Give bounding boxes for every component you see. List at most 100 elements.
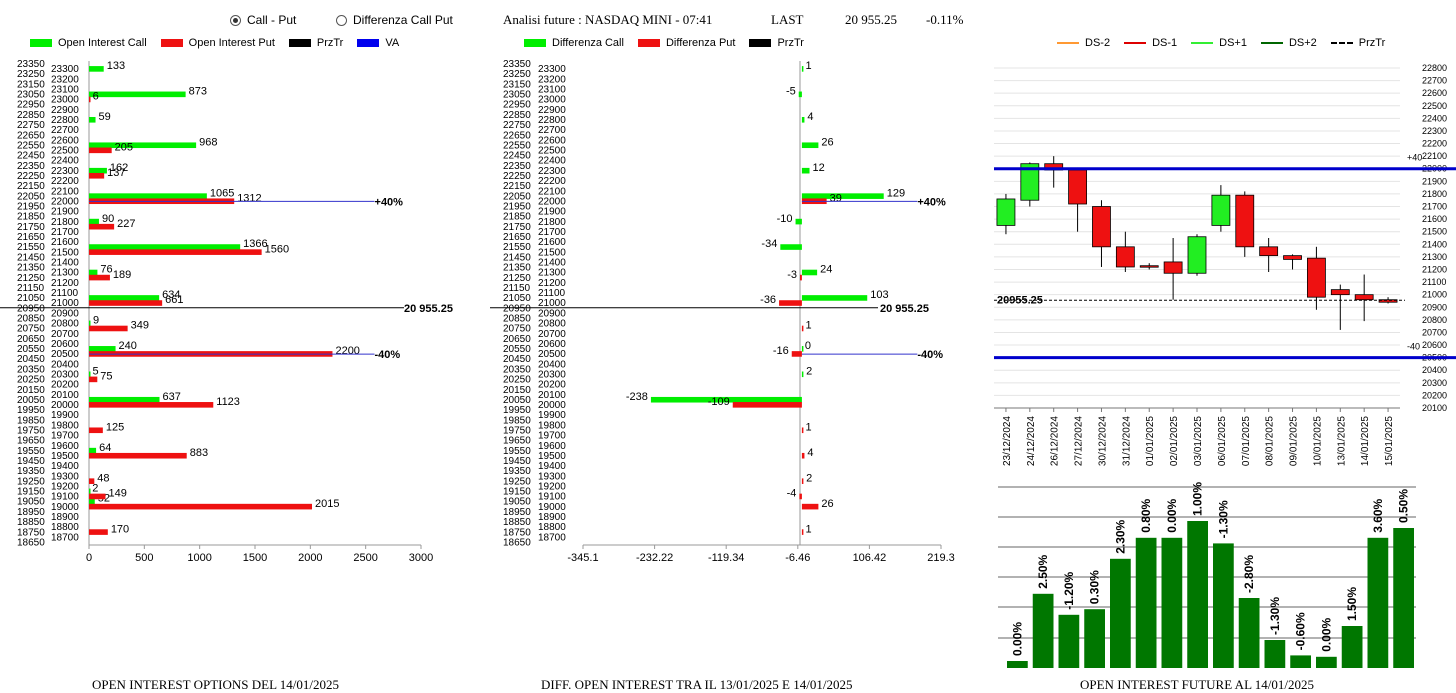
put-bar <box>89 300 163 306</box>
strike-tick-label: 20950 <box>17 303 45 314</box>
legend-label: Differenza Put <box>665 37 736 49</box>
strike-tick-label: 23150 <box>17 79 45 90</box>
legend-item: DS-2 <box>1057 37 1110 49</box>
future-bar <box>1084 609 1105 668</box>
va-level-label: -40% <box>375 349 401 361</box>
call-bar <box>89 371 91 378</box>
strike-tick-label: 22150 <box>17 181 45 192</box>
put-bar <box>779 300 802 306</box>
legend-label: Open Interest Put <box>188 37 275 49</box>
va-level-label: -40% <box>917 349 943 361</box>
strike-tick-label: 23200 <box>51 74 79 85</box>
candle-body <box>1020 163 1040 201</box>
legend-swatch <box>357 39 380 47</box>
strike-tick-label: 21700 <box>538 227 566 238</box>
strike-tick-label: 21750 <box>17 222 45 233</box>
strike-tick-label: 20650 <box>503 334 531 345</box>
strike-tick-label: 19250 <box>17 476 45 487</box>
strike-tick-label: 19900 <box>51 410 79 421</box>
bar-value-label: 2.30% <box>1113 519 1127 553</box>
call-bar <box>801 142 819 149</box>
strike-tick-label: 21950 <box>503 202 531 213</box>
strike-tick-label: 22000 <box>538 196 566 207</box>
y-tick-label: 22800 <box>1422 63 1447 73</box>
strike-tick-label: 19100 <box>51 492 79 503</box>
caption-right: OPEN INTEREST FUTURE AL 14/01/2025 <box>1080 677 1315 692</box>
radio-differenza-label: Differenza Call Put <box>353 13 453 27</box>
strike-tick-label: 19200 <box>538 481 566 492</box>
strike-tick-label: 22300 <box>51 166 79 177</box>
strike-tick-label: 21650 <box>503 232 531 243</box>
strike-tick-label: 18900 <box>51 512 79 523</box>
future-bar <box>1161 537 1183 668</box>
future-bar <box>1110 558 1131 668</box>
radio-call-put[interactable]: Call - Put <box>230 13 296 27</box>
change-percent: -0.11% <box>926 12 964 27</box>
bar-value-label: 75 <box>100 371 112 383</box>
put-bar <box>799 274 802 281</box>
future-bar <box>1367 537 1389 668</box>
bar-value-label: 2 <box>92 483 98 495</box>
strike-tick-label: 21800 <box>51 217 79 228</box>
bar-value-label: 0.80% <box>1139 498 1153 532</box>
call-bar <box>89 193 207 199</box>
y-tick-label: 21500 <box>1422 227 1447 237</box>
legend-line <box>1124 42 1147 44</box>
strike-tick-label: 21050 <box>503 293 531 304</box>
strike-tick-label: 23250 <box>503 69 531 80</box>
bar-value-label: 4 <box>807 447 813 459</box>
put-bar <box>89 223 115 230</box>
strike-tick-label: 23350 <box>17 59 45 70</box>
bar-value-label: -2.80% <box>1242 555 1256 593</box>
call-bar <box>89 218 99 225</box>
y-tick-label: 21300 <box>1422 252 1447 262</box>
strike-tick-label: 22100 <box>538 186 566 197</box>
strike-tick-label: 21250 <box>17 273 45 284</box>
strike-tick-label: 22650 <box>17 130 45 141</box>
candle-body <box>1283 255 1302 260</box>
radio-differenza[interactable]: Differenza Call Put <box>336 13 453 27</box>
put-bar <box>801 427 804 434</box>
strike-tick-label: 18650 <box>503 537 531 548</box>
legend-item: PrzTr <box>288 37 343 49</box>
candle-body <box>1211 194 1231 226</box>
bar-value-label: 2 <box>806 365 812 377</box>
strike-tick-label: 20000 <box>538 400 566 411</box>
x-tick-label: 1500 <box>243 552 267 564</box>
bar-value-label: 64 <box>99 442 111 454</box>
call-bar <box>89 320 91 327</box>
call-bar <box>89 488 91 495</box>
strike-tick-label: 22950 <box>503 100 531 111</box>
strike-tick-label: 19600 <box>538 441 566 452</box>
y-tick-label: 20700 <box>1422 327 1447 337</box>
strike-tick-label: 22350 <box>17 161 45 172</box>
bar-value-label: 2015 <box>315 498 339 510</box>
strike-tick-label: 21000 <box>51 298 79 309</box>
caption-left: OPEN INTEREST OPTIONS DEL 14/01/2025 <box>92 677 339 692</box>
strike-tick-label: 21550 <box>503 242 531 253</box>
strike-tick-label: 21900 <box>538 207 566 218</box>
put-bar <box>89 427 103 434</box>
strike-tick-label: 20550 <box>17 344 45 355</box>
future-bar <box>1316 656 1337 668</box>
bar-value-label: -1.20% <box>1062 571 1076 609</box>
strike-tick-label: 21950 <box>17 202 45 213</box>
date-tick-label: 27/12/2024 <box>1074 416 1085 466</box>
date-tick-label: 06/01/2025 <box>1217 416 1228 466</box>
strike-tick-label: 22250 <box>503 171 531 182</box>
strike-tick-label: 20600 <box>51 339 79 350</box>
strike-tick-label: 22750 <box>17 120 45 131</box>
strike-tick-label: 21100 <box>51 288 79 299</box>
strike-tick-label: 22700 <box>51 125 79 136</box>
call-bar <box>801 295 868 301</box>
y-tick-label: 21200 <box>1422 264 1447 274</box>
bar-value-label: 6 <box>93 91 99 103</box>
legend-mid: Differenza Call Differenza Put PrzTr <box>524 37 818 49</box>
legend-label: DS-1 <box>1152 37 1178 49</box>
bar-value-label: 1123 <box>216 396 240 408</box>
strike-tick-label: 19750 <box>503 425 531 436</box>
strike-tick-label: 21400 <box>538 258 566 269</box>
strike-tick-label: 20450 <box>17 354 45 365</box>
y-tick-label: 22300 <box>1422 126 1447 136</box>
strike-tick-label: 19100 <box>538 492 566 503</box>
